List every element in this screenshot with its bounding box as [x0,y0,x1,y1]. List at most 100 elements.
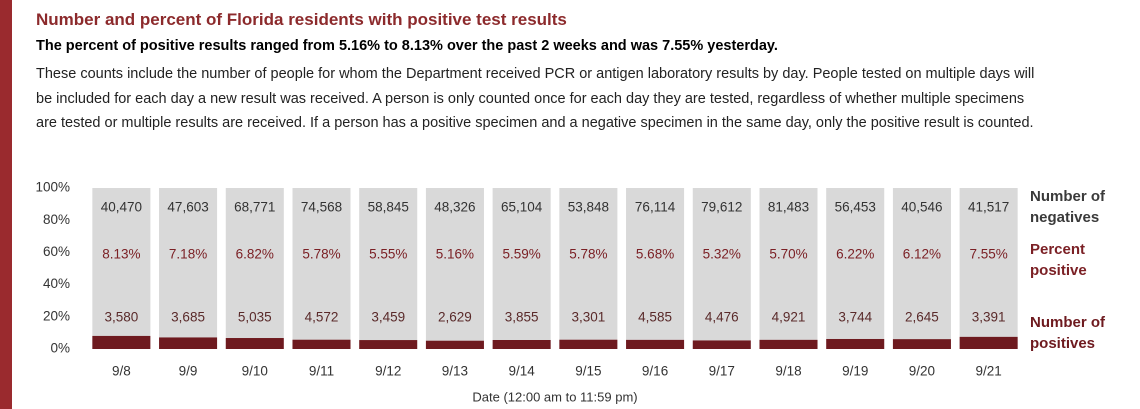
y-tick-label: 40% [43,276,70,291]
legend-entry: Number of negatives [1030,188,1105,226]
percent-label: 5.32% [703,247,741,262]
bar-positive [759,339,818,349]
bar-negative [692,188,751,341]
negatives-label: 65,104 [501,200,543,215]
positives-label: 3,459 [371,310,405,325]
positives-label: 3,580 [104,310,138,325]
positives-label: 3,744 [838,310,872,325]
negatives-label: 79,612 [701,200,742,215]
positives-label: 3,391 [972,310,1006,325]
bar-negative [292,188,351,340]
positives-label: 4,572 [305,310,339,325]
bar-positive [359,340,418,349]
legend-entry: Percent positive [1030,241,1087,279]
side-strip [0,0,12,409]
percent-label: 5.16% [436,247,474,262]
percent-label: 5.59% [503,247,541,262]
bar-positive [559,339,618,349]
x-tick-label: 9/21 [976,364,1002,379]
x-tick-label: 9/18 [775,364,801,379]
x-tick-label: 9/14 [509,364,536,379]
bar-positive [92,335,151,349]
bar-positive [292,339,351,349]
chart-subtitle: The percent of positive results ranged f… [36,38,778,54]
negatives-label: 48,326 [434,200,475,215]
percent-label: 8.13% [102,247,140,262]
x-tick-label: 9/9 [179,364,198,379]
y-tick-label: 20% [43,308,70,323]
negatives-label: 58,845 [368,200,409,215]
bar-negative [159,188,218,338]
negatives-label: 40,546 [901,200,942,215]
positives-label: 4,921 [772,310,806,325]
negatives-label: 81,483 [768,200,809,215]
positives-label: 4,476 [705,310,739,325]
positives-label: 2,645 [905,310,939,325]
bar-positive [492,339,551,349]
negatives-label: 56,453 [835,200,876,215]
negatives-label: 41,517 [968,200,1009,215]
x-tick-label: 9/13 [442,364,468,379]
bar-negative [92,188,151,336]
negatives-label: 68,771 [234,200,275,215]
y-tick-label: 80% [43,212,70,227]
bar-negative [359,188,418,341]
negatives-label: 53,848 [568,200,609,215]
percent-label: 6.82% [236,247,274,262]
chart-note: These counts include the number of peopl… [36,66,1035,131]
bar-negative [559,188,618,340]
bar-positive [159,337,218,349]
y-tick-label: 0% [50,341,70,356]
x-tick-label: 9/19 [842,364,868,379]
bar-positive [826,338,885,349]
y-tick-label: 60% [43,244,70,259]
percent-label: 5.55% [369,247,407,262]
percent-label: 5.78% [569,247,607,262]
bar-positive [692,340,751,349]
percent-label: 5.70% [769,247,807,262]
percent-label: 6.12% [903,247,941,262]
negatives-label: 76,114 [635,200,676,215]
percent-label: 5.68% [636,247,674,262]
percent-label: 5.78% [302,247,340,262]
bar-negative [492,188,551,340]
bar-negative [759,188,818,340]
positives-label: 2,629 [438,310,472,325]
negatives-label: 47,603 [167,200,208,215]
bar-positive [425,340,484,349]
positives-label: 3,685 [171,310,205,325]
negatives-label: 40,470 [101,200,142,215]
bar-negative [826,188,885,339]
chart-title: Number and percent of Florida residents … [36,10,567,29]
bar-positive [225,338,284,349]
bar-negative [425,188,484,341]
negatives-label: 74,568 [301,200,342,215]
x-tick-label: 9/17 [709,364,735,379]
bar-negative [225,188,284,339]
x-tick-label: 9/8 [112,364,131,379]
y-tick-label: 100% [35,180,70,195]
percent-label: 6.22% [836,247,874,262]
x-axis-title: Date (12:00 am to 11:59 pm) [472,389,637,404]
x-tick-label: 9/16 [642,364,668,379]
bar-negative [959,188,1018,337]
positives-label: 4,585 [638,310,672,325]
bar-positive [892,339,951,349]
x-tick-label: 9/15 [575,364,601,379]
x-tick-label: 9/11 [309,364,334,379]
bar-positive [626,339,685,349]
x-tick-label: 9/10 [242,364,268,379]
x-tick-label: 9/12 [375,364,401,379]
positives-label: 3,855 [505,310,539,325]
bar-negative [626,188,685,340]
positives-label: 3,301 [571,310,605,325]
legend-entry: Number of positives [1030,314,1105,352]
positives-label: 5,035 [238,310,272,325]
percent-label: 7.18% [169,247,207,262]
percent-label: 7.55% [970,247,1008,262]
bar-negative [892,188,951,340]
bar-positive [959,336,1018,349]
x-tick-label: 9/20 [909,364,935,379]
